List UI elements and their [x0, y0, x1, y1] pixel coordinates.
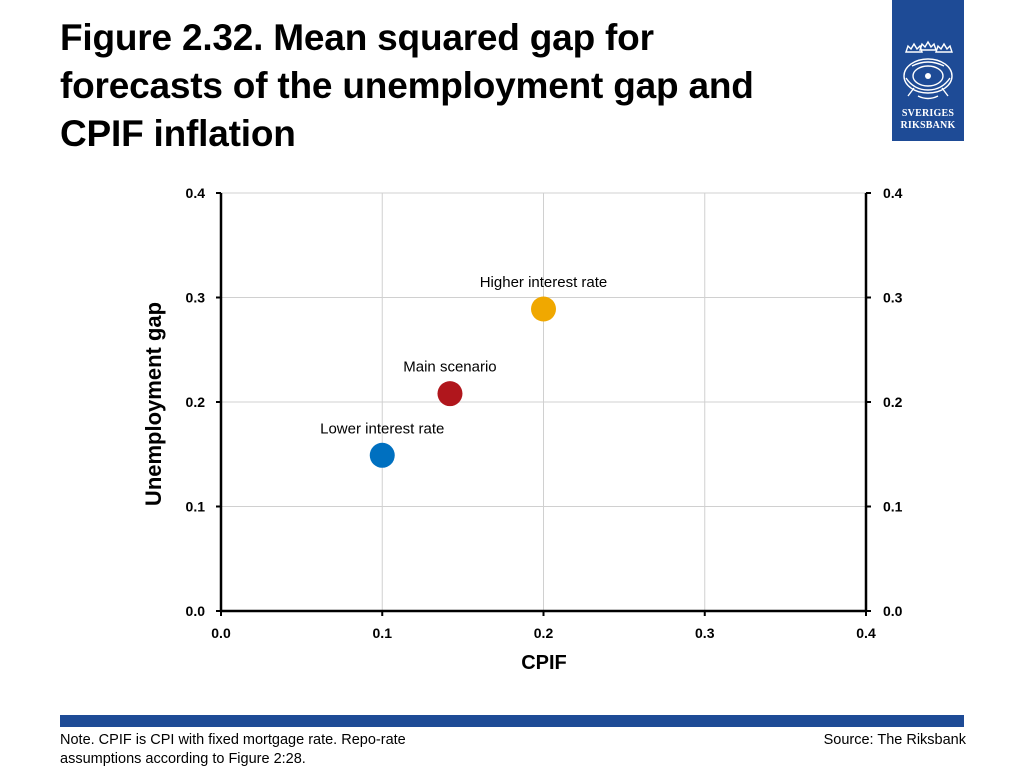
crowns-emblem-icon	[903, 40, 953, 100]
y-tick-label-right: 0.2	[883, 394, 903, 410]
y-tick-label-left: 0.4	[186, 185, 206, 201]
scatter-point	[531, 296, 556, 322]
y-tick-label-right: 0.1	[883, 499, 903, 515]
y-axis-label: Unemployment gap	[141, 302, 166, 506]
y-tick-label-left: 0.1	[186, 499, 206, 515]
page-title: Figure 2.32. Mean squared gap for foreca…	[60, 17, 754, 154]
y-tick-label-left: 0.0	[186, 603, 206, 619]
point-label: Lower interest rate	[320, 420, 444, 437]
grid-layer	[221, 192, 866, 611]
y-tick-label-right: 0.4	[883, 185, 903, 201]
points-layer: Lower interest rate Main scenario Higher i…	[320, 274, 607, 468]
x-tick-label: 0.3	[695, 625, 715, 641]
x-tick-label: 0.0	[211, 625, 231, 641]
x-tick-label: 0.2	[534, 625, 554, 641]
y-tick-label-left: 0.2	[186, 394, 206, 410]
logo-text-riksbank: RIKSBANK	[900, 120, 956, 131]
logo-text-sveriges: SVERIGES	[901, 108, 955, 119]
footer-note: Note. CPIF is CPI with fixed mortgage ra…	[60, 732, 406, 767]
point-label: Higher interest rate	[480, 274, 608, 291]
scatter-point	[369, 442, 395, 468]
y-tick-label-left: 0.3	[186, 290, 206, 306]
y-tick-label-right: 0.3	[883, 290, 903, 306]
x-axis-label: CPIF	[521, 652, 567, 674]
footer-bar	[60, 715, 964, 727]
ticks-layer: 0.0 0.1 0.2 0.3 0.4 0.0 0.1 0.2 0.3 0.4 0.0 0.1 0.2 0…	[186, 185, 903, 641]
footer-source: Source: The Riksbank	[823, 732, 966, 748]
x-tick-label: 0.1	[373, 625, 393, 641]
x-tick-label: 0.4	[856, 625, 876, 641]
point-label: Main scenario	[403, 359, 496, 376]
scatter-chart: 0.0 0.1 0.2 0.3 0.4 0.0 0.1 0.2 0.3 0.4 0.0 0.1 0.2 0…	[141, 185, 903, 674]
y-tick-label-right: 0.0	[883, 603, 903, 619]
riksbank-logo: SVERIGES RIKSBANK	[892, 0, 964, 141]
scatter-point	[437, 381, 463, 407]
